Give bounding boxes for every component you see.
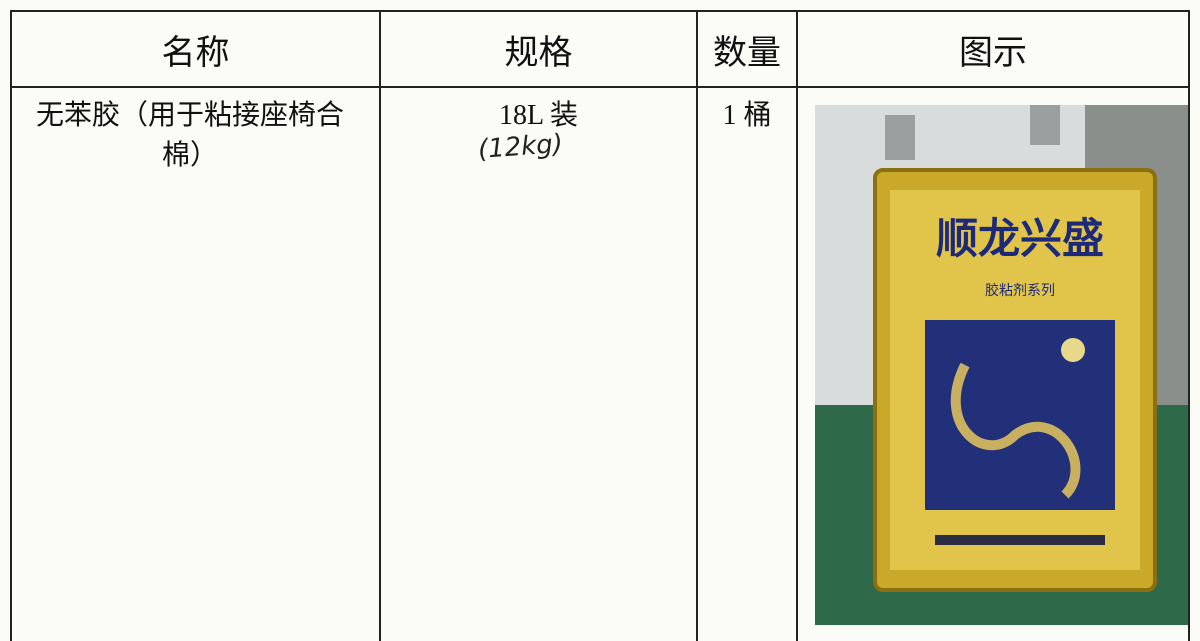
table-border <box>1188 10 1190 641</box>
table-cell: 1 桶 <box>722 100 772 131</box>
table-border <box>379 10 381 641</box>
table-border <box>10 86 1190 88</box>
photo-subtitle: 胶粘剂系列 <box>985 282 1055 299</box>
photo-brand: 顺龙兴盛 <box>936 214 1104 263</box>
header-cell: 规格 <box>504 34 573 72</box>
table-cell: 无苯胶（用于粘接座椅合棉） <box>35 100 344 171</box>
table-border <box>10 10 12 641</box>
handwritten-note: (12kg) <box>477 129 564 165</box>
product-photo: 顺龙兴盛 胶粘剂系列 <box>815 105 1188 625</box>
header-cell: 数量 <box>713 34 781 72</box>
table-border <box>796 10 798 641</box>
header-cell: 图示 <box>959 34 1027 72</box>
header-cell: 名称 <box>161 34 230 72</box>
table-cell: 18L 装 <box>498 100 579 131</box>
table-border <box>696 10 698 641</box>
table-border <box>10 10 1190 12</box>
